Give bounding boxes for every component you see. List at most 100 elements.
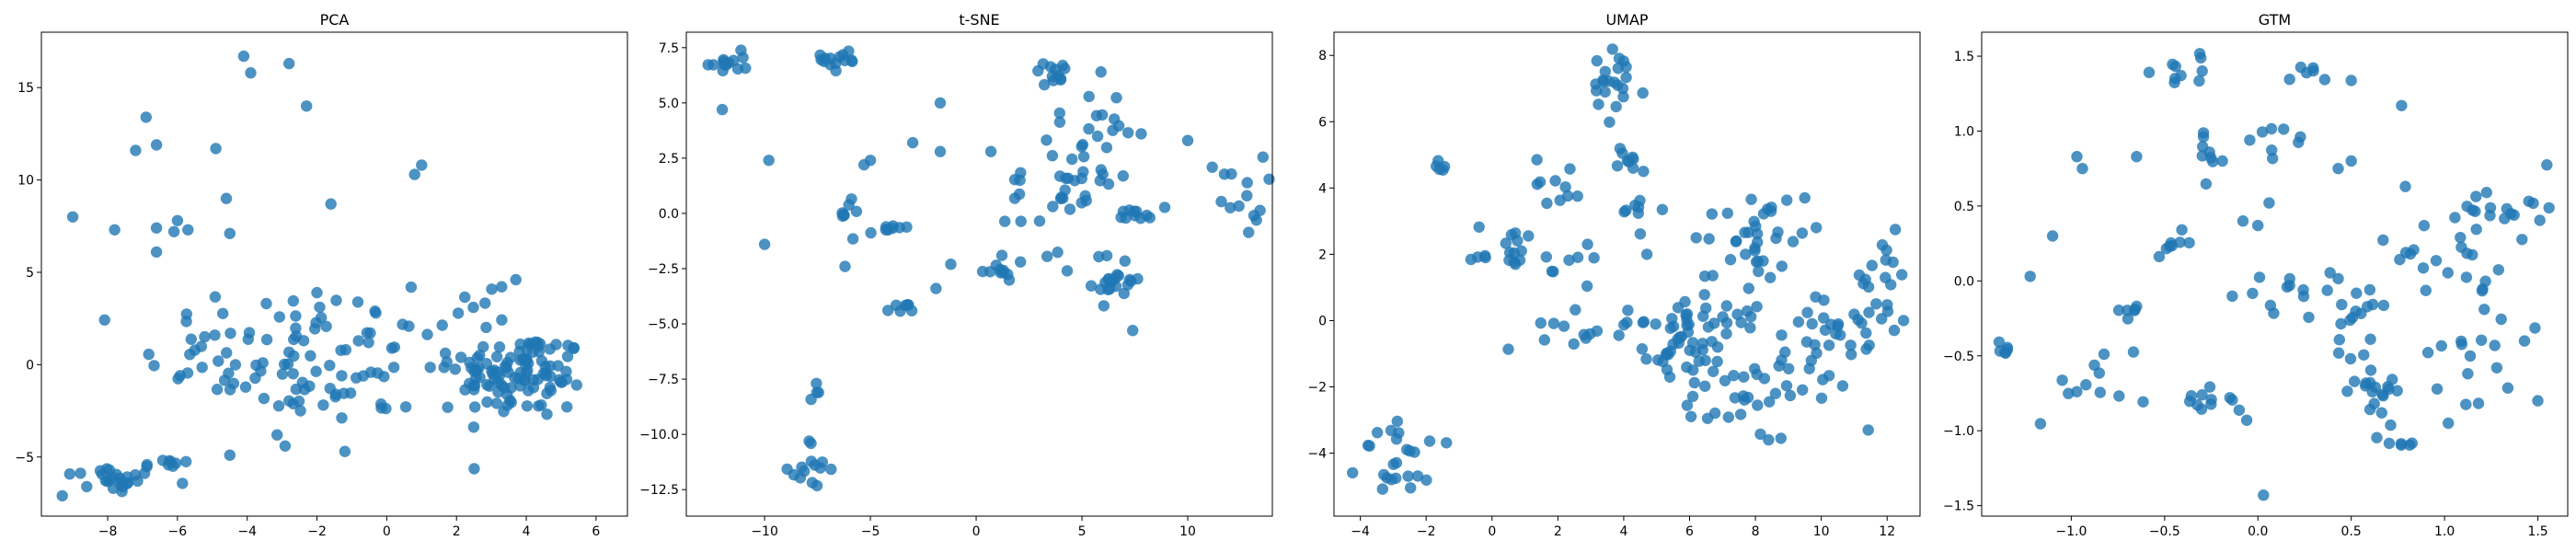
scatter-point [211, 384, 224, 396]
x-tick-label: 12 [1879, 524, 1895, 539]
scatter-point [1549, 175, 1561, 187]
y-tick-label: −12.5 [639, 483, 679, 498]
scatter-point [1257, 151, 1270, 163]
scatter-point [1621, 155, 1634, 167]
scatter-point [2224, 392, 2236, 404]
y-tick-label: −4 [1307, 447, 1327, 462]
scatter-point [2359, 380, 2372, 392]
scatter-point [1897, 315, 1910, 327]
scatter-point [1008, 192, 1021, 204]
scatter-point [1218, 168, 1231, 180]
scatter-point [221, 347, 233, 359]
scatter-point [1531, 154, 1543, 166]
scatter-point [279, 440, 292, 452]
scatter-point [1687, 364, 1699, 376]
scatter-point [181, 367, 194, 379]
scatter-point [2183, 236, 2195, 249]
scatter-point [459, 291, 471, 304]
scatter-point [1776, 260, 1788, 272]
scatter-point [452, 307, 465, 319]
scatter-point [1376, 483, 1389, 495]
y-tick-label: −5 [15, 451, 34, 466]
scatter-point [2335, 317, 2347, 330]
scatter-point [1661, 347, 1673, 359]
scatter-point [2358, 349, 2370, 361]
scatter-point [1696, 338, 1708, 350]
scatter-point [177, 477, 189, 489]
scatter-point [521, 354, 533, 366]
scatter-point [1888, 324, 1901, 337]
scatter-point [129, 469, 142, 481]
scatter-point [1811, 347, 1823, 360]
scatter-point [504, 351, 517, 363]
scatter-point [140, 111, 152, 123]
scatter-point [2088, 359, 2100, 372]
scatter-point [2112, 305, 2125, 316]
scatter-point [130, 144, 142, 156]
scatter-point [496, 314, 508, 326]
scatter-point [1860, 327, 1872, 339]
scatter-point [1751, 368, 1763, 381]
x-tick-label: 8 [1752, 524, 1760, 539]
scatter-point [901, 221, 913, 233]
scatter-point [763, 155, 775, 167]
scatter-point [336, 370, 348, 382]
scatter-point [560, 365, 572, 377]
scatter-points [1347, 43, 1910, 495]
scatter-point [1225, 201, 1236, 213]
scatter-point [335, 344, 347, 356]
scatter-point [63, 468, 76, 480]
scatter-point [1546, 265, 1558, 278]
scatter-point [1699, 354, 1711, 366]
scatter-point [1095, 66, 1107, 78]
scatter-point [805, 393, 817, 406]
scatter-point [846, 233, 859, 245]
scatter-point [2244, 134, 2256, 146]
scatter-point [2265, 122, 2278, 135]
x-tick-label: 0 [1488, 524, 1496, 539]
scatter-point [1830, 328, 1842, 339]
scatter-point [1783, 362, 1795, 374]
scatter-point [1616, 82, 1629, 95]
scatter-point [2516, 234, 2528, 246]
x-tick-label: −6 [168, 524, 188, 539]
scatter-point [1889, 224, 1902, 236]
scatter-point [2460, 271, 2473, 283]
scatter-point [464, 377, 476, 389]
scatter-point [1720, 316, 1733, 329]
scatter-point [1811, 222, 1823, 234]
scatter-point [541, 408, 553, 420]
scatter-point [2442, 267, 2454, 279]
scatter-point [1703, 233, 1715, 245]
scatter-point [1699, 380, 1711, 392]
scatter-point [1109, 113, 1121, 125]
scatter-point [1700, 302, 1712, 315]
scatter-point [1054, 73, 1067, 85]
scatter-point [1719, 374, 1731, 386]
scatter-point [336, 412, 348, 424]
scatter-point [2383, 437, 2396, 450]
scatter-point [2294, 61, 2307, 74]
scatter-point [2076, 163, 2088, 175]
scatter-point [2391, 385, 2403, 397]
panel-title: UMAP [1605, 11, 1648, 29]
scatter-point [290, 310, 302, 322]
scatter-point [2529, 322, 2541, 334]
scatter-point [2489, 339, 2501, 351]
scatter-point [2492, 264, 2504, 276]
x-axis: −10 −5 0 5 10 [751, 516, 1196, 539]
scatter-point [338, 387, 350, 399]
scatter-point [505, 382, 517, 394]
scatter-point [1787, 236, 1800, 247]
scatter-point [1599, 65, 1612, 78]
scatter-point [2464, 350, 2477, 362]
scatter-point [2364, 333, 2376, 345]
scatter-point [245, 67, 257, 79]
scatter-point [1547, 317, 1560, 329]
scatter-point [1127, 325, 1139, 337]
scatter-point [2408, 244, 2420, 256]
scatter-point [1757, 255, 1769, 267]
x-tick-label: 6 [592, 524, 600, 539]
scatter-point [1591, 54, 1604, 67]
